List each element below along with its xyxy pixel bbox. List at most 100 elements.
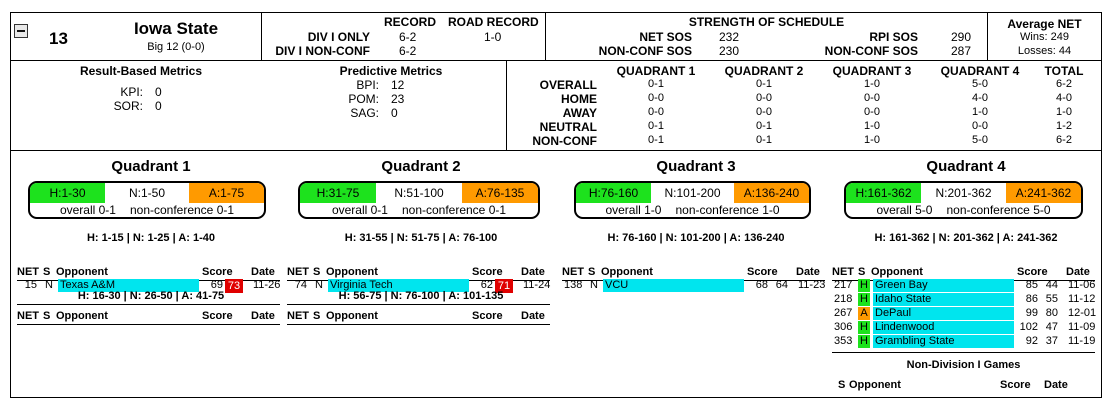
quadrant-table-cell: 0-0 [864,106,880,118]
quadrant-table-row-label: NON-CONF [532,134,597,148]
quadrant-range-pill: H:76-160 N:101-200 A:136-240 overall 1-0 non… [574,181,811,219]
quadrant-table-cell: 1-0 [864,134,880,146]
quadrant-table-cell: 0-1 [756,78,772,90]
quadrant-table-row-label: OVERALL [539,78,597,92]
quadrant-table-row-label: NEUTRAL [539,120,597,134]
quadrant-nonconf-record: non-conference 0-1 [129,203,235,217]
game-site: H [858,279,870,292]
kpi-value: 0 [155,85,162,99]
team-name[interactable]: Iowa State [133,19,219,38]
home-range: H:76-160 [576,183,651,203]
game-score-opponent: 47 [1045,321,1058,333]
record-label: RECORD [384,15,437,29]
column-header-net: NET [832,266,854,278]
range-rule [287,304,550,305]
quadrant-table-header: TOTAL [1044,64,1084,78]
column-header-score: Score [202,266,233,278]
quadrant-table-cell: 0-0 [648,106,664,118]
record-block: RECORD ROAD RECORD DIV I ONLY 6-2 1-0 DI… [262,13,545,60]
quadrant-title: Quadrant 1 [111,158,191,175]
quadrant-overall-record: overall 0-1 [331,203,388,217]
quadrant-sub-range: H: 31-55 | N: 51-75 | A: 76-100 [344,232,498,244]
column-header-date: Date [521,266,545,278]
away-range: A:1-75 [189,183,264,203]
game-net-rank: 74 [294,279,307,291]
away-range: A:136-240 [734,183,809,203]
game-net-rank: 15 [24,279,37,291]
column-header-net: NET [287,310,309,322]
game-net-rank: 217 [834,279,853,291]
quadrant-table-header: QUADRANT 1 [616,64,696,78]
non-d1-header-date: Date [1044,379,1068,391]
neutral-range: N:1-50 [128,186,166,200]
quadrant-title: Quadrant 3 [656,158,736,175]
column-header-date: Date [521,310,545,322]
quadrant-table-cell: 0-1 [648,134,664,146]
quadrant-sub-range: H: 56-75 | N: 76-100 | A: 101-135 [338,290,504,302]
column-header-net: NET [287,266,309,278]
pom-label: POM: [348,92,379,106]
game-opponent[interactable]: Texas A&M [58,279,199,292]
game-opponent[interactable]: Lindenwood [873,321,1014,334]
column-header-opponent: Opponent [326,310,378,322]
nonconf-rpi-sos-label: NON-CONF SOS [824,44,918,58]
quadrant-table-cell: 1-0 [864,120,880,132]
quadrant-3-section: Quadrant 3 H:76-160 N:101-200 A:136-240 over… [11,153,1101,393]
nonconf-sos-value: 230 [719,44,740,58]
quadrant-table-cell: 6-2 [1056,78,1072,90]
game-score-team: 69 [210,279,223,291]
column-header-opponent: Opponent [56,266,108,278]
rpi-sos-label: RPI SOS [869,30,918,44]
quadrant-sub-range: H: 1-15 | N: 1-25 | A: 1-40 [86,232,215,244]
team-header: 13 Iowa State Big 12 (0-0) RECORD ROAD R… [11,13,1101,61]
game-opponent[interactable]: Virginia Tech [328,279,469,292]
quadrant-sub-range: H: 16-30 | N: 26-50 | A: 41-75 [77,290,225,302]
quadrant-overall-record: overall 1-0 [605,203,662,217]
game-net-rank: 218 [834,293,853,305]
column-header-score: Score [472,266,503,278]
game-opponent[interactable]: Idaho State [873,293,1014,306]
quadrant-table-header: QUADRANT 3 [832,64,912,78]
column-header-site: S [313,310,321,322]
column-header-date: Date [251,310,275,322]
rpi-sos-value: 290 [951,30,972,44]
divider [506,61,507,150]
column-header-net: NET [17,266,39,278]
game-date: 11-12 [1068,293,1096,305]
average-net-wins: Wins: 249 [1020,31,1069,43]
game-opponent[interactable]: Grambling State [873,335,1014,348]
game-date: 11-19 [1068,335,1096,347]
neutral-range: N:101-200 [664,186,721,200]
collapse-icon[interactable] [14,24,28,38]
quadrant-nonconf-record: non-conference 5-0 [946,203,1051,217]
game-site: N [590,279,598,291]
range-rule [17,304,280,305]
away-range: A:241-362 [1006,183,1081,203]
game-opponent[interactable]: DePaul [873,307,1014,320]
road-record-label: ROAD RECORD [448,15,539,29]
kpi-label: KPI: [120,85,143,99]
div1-nonconf-label: DIV I NON-CONF [275,44,370,58]
sag-value: 0 [391,106,398,120]
quadrant-range-pill: H:161-362 N:201-362 A:241-362 overall 5-0 no… [844,181,1083,219]
game-opponent[interactable]: VCU [603,279,744,292]
div1-nonconf-record: 6-2 [399,44,417,58]
divider [987,13,988,60]
column-header-date: Date [796,266,820,278]
sor-value: 0 [155,99,162,113]
home-range: H:31-75 [300,183,376,203]
quadrant-4-section: Quadrant 4 H:161-362 N:201-362 A:241-362 ove… [11,153,1101,393]
column-header-site: S [858,266,866,278]
column-header-date: Date [251,266,275,278]
sos-block: STRENGTH OF SCHEDULE NET SOS 232 NON-CON… [546,13,987,60]
header-rule [287,324,550,325]
quadrant-table-cell: 1-0 [1056,106,1072,118]
quadrant-table-cell: 4-0 [972,92,988,104]
column-header-score: Score [1017,266,1048,278]
non-d1-header-site: S [838,379,846,391]
metrics-row: Result-Based Metrics KPI: 0 SOR: 0 Predi… [11,61,1101,151]
game-opponent[interactable]: Green Bay [873,279,1014,292]
game-score-team: 62 [480,279,493,291]
quadrant-overall-record: overall 5-0 [876,203,933,217]
sor-label: SOR: [113,99,143,113]
